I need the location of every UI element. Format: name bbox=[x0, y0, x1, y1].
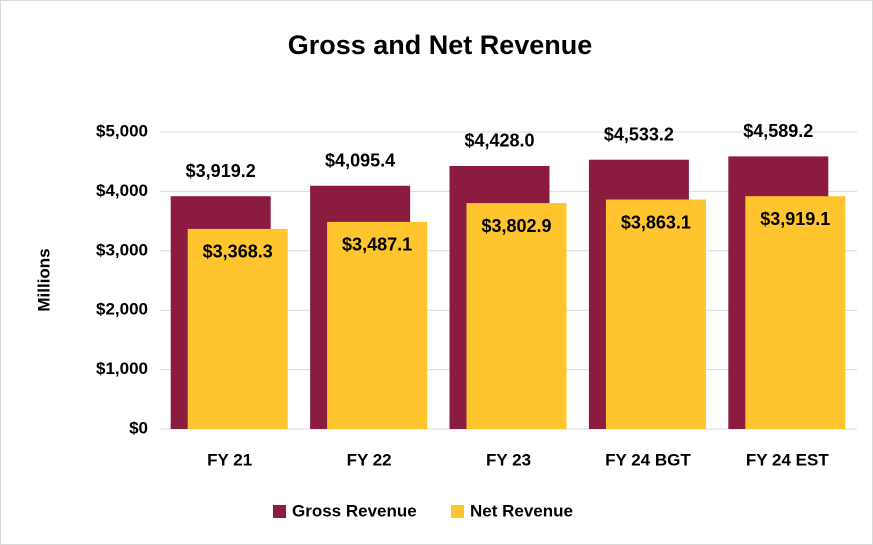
x-tick-label: FY 23 bbox=[486, 450, 531, 469]
data-label: $3,802.9 bbox=[481, 216, 551, 236]
x-tick-label: FY 24 EST bbox=[746, 450, 829, 469]
y-tick-label: $4,000 bbox=[96, 181, 148, 200]
chart-title: Gross and Net Revenue bbox=[288, 30, 593, 60]
data-label: $4,533.2 bbox=[604, 124, 674, 144]
data-label: $4,428.0 bbox=[464, 131, 534, 151]
bar bbox=[745, 196, 846, 429]
y-tick-label: $2,000 bbox=[96, 300, 148, 319]
bar bbox=[605, 199, 706, 429]
bar bbox=[187, 228, 288, 429]
legend-swatch bbox=[273, 505, 286, 518]
y-tick-label: $3,000 bbox=[96, 240, 148, 259]
x-tick-label: FY 22 bbox=[347, 450, 392, 469]
data-label: $3,919.1 bbox=[760, 209, 830, 229]
legend-swatch bbox=[451, 505, 464, 518]
y-tick-label: $1,000 bbox=[96, 359, 148, 378]
bar bbox=[466, 203, 567, 429]
data-label: $4,589.2 bbox=[743, 121, 813, 141]
data-label: $3,368.3 bbox=[203, 242, 273, 262]
legend-label: Net Revenue bbox=[470, 501, 573, 520]
bar bbox=[327, 221, 428, 429]
data-label: $4,095.4 bbox=[325, 150, 395, 170]
data-label: $3,487.1 bbox=[342, 235, 412, 255]
x-tick-label: FY 24 BGT bbox=[605, 450, 691, 469]
y-tick-label: $5,000 bbox=[96, 121, 148, 140]
x-tick-label: FY 21 bbox=[207, 450, 252, 469]
y-tick-label: $0 bbox=[129, 418, 148, 437]
data-label: $3,863.1 bbox=[621, 212, 691, 232]
y-axis-label: Millions bbox=[34, 248, 53, 311]
legend-label: Gross Revenue bbox=[292, 501, 417, 520]
data-label: $3,919.2 bbox=[186, 161, 256, 181]
